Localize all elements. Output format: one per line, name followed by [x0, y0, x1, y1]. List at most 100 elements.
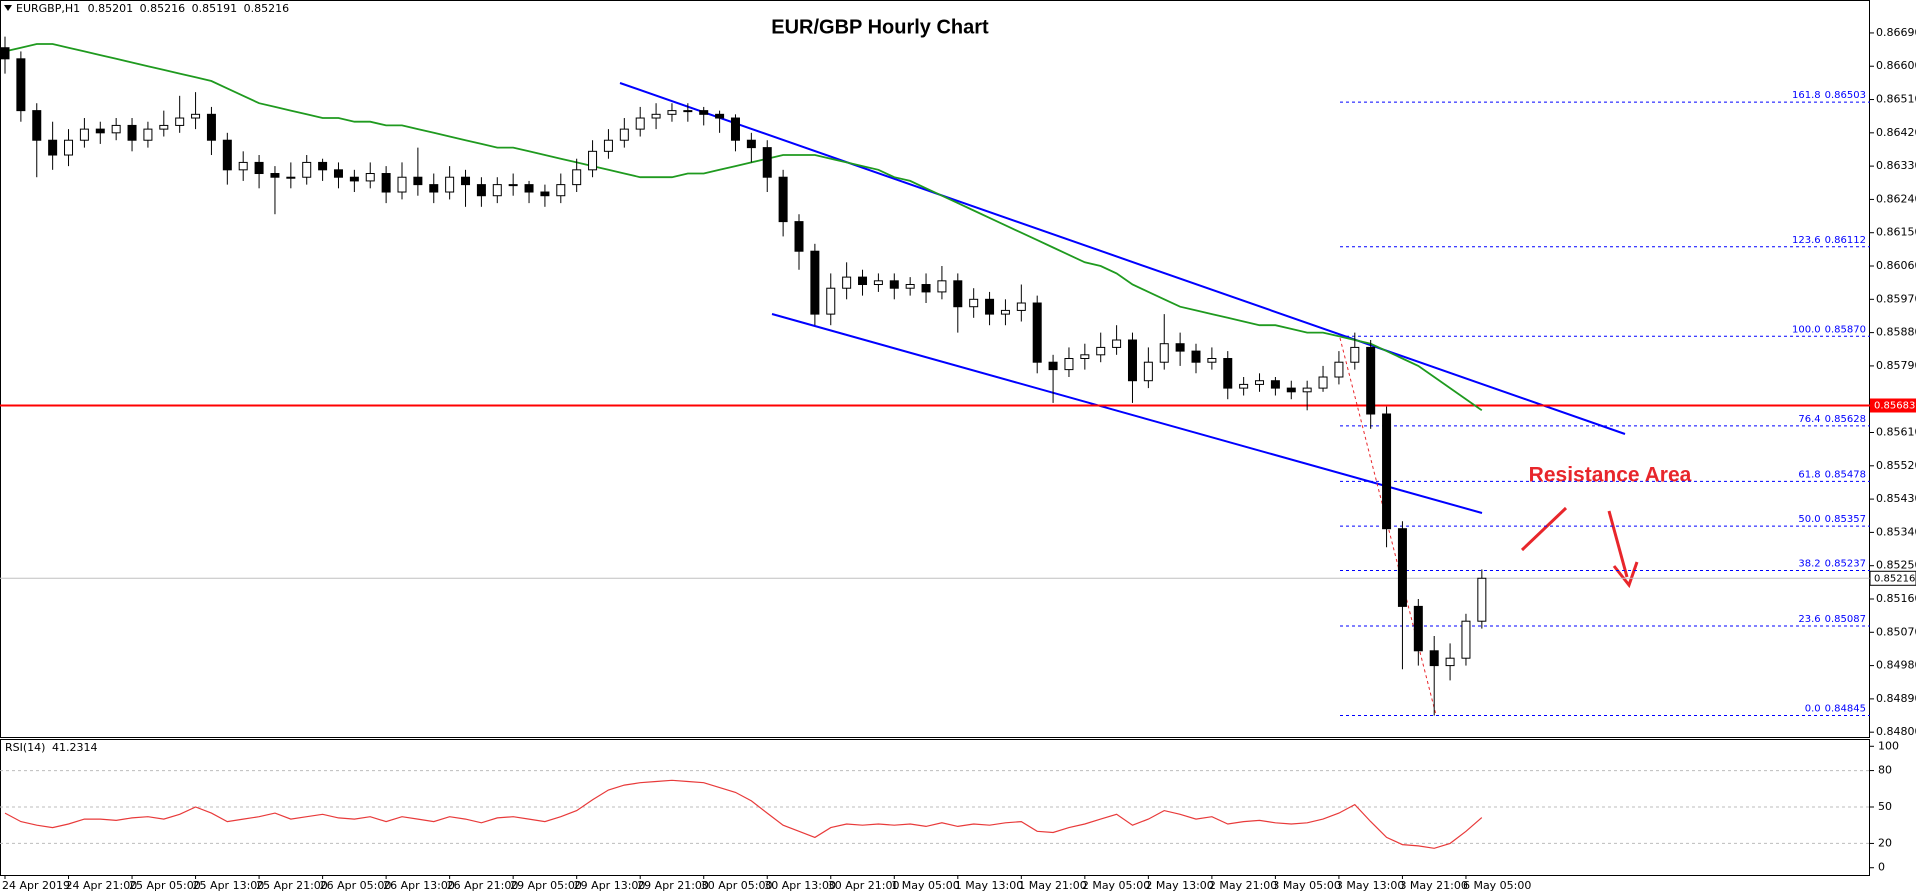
candle-body — [1048, 361, 1058, 371]
candle-body — [0, 47, 10, 60]
y-tick-label: 100 — [1878, 739, 1899, 752]
candle-body — [556, 184, 566, 197]
current-price-bg — [1869, 570, 1916, 586]
candle-body — [1143, 361, 1153, 382]
candle-body — [206, 113, 216, 141]
fib-label: 76.4 0.85628 — [1798, 414, 1866, 425]
x-tick-label: 26 Apr 05:00 — [320, 879, 392, 892]
candle-body — [397, 176, 407, 193]
candle-body — [429, 184, 439, 193]
candle-body — [1239, 383, 1249, 389]
arrow-down — [1607, 510, 1629, 578]
fib-price: 0.86112 — [1825, 235, 1866, 246]
candle-body — [1191, 350, 1201, 363]
menu-icon[interactable] — [4, 5, 12, 11]
support-label-bg — [1870, 398, 1916, 413]
x-tick-label: 24 Apr 2019 — [2, 879, 70, 892]
candle-body — [413, 176, 423, 186]
candle-body — [1318, 376, 1328, 389]
candle-body — [1127, 339, 1137, 382]
high: 0.85216 — [140, 2, 186, 15]
candle-body — [1032, 302, 1042, 363]
candle-body — [619, 128, 629, 141]
candle-body — [1429, 650, 1439, 667]
fib-ratio: 61.8 — [1798, 469, 1820, 480]
x-tick-label: 3 May 13:00 — [1336, 879, 1404, 892]
candle-body — [1096, 346, 1106, 356]
fib-label: 0.0 0.84845 — [1805, 704, 1866, 715]
candle-body — [746, 139, 756, 149]
rsi-frame — [0, 739, 1870, 876]
candle-body — [1461, 620, 1471, 659]
x-tick-label: 25 Apr 05:00 — [129, 879, 201, 892]
candle-body — [1397, 528, 1407, 607]
x-tick-label: 26 Apr 13:00 — [383, 879, 455, 892]
fib-price: 0.85357 — [1825, 514, 1866, 525]
fib-label: 61.8 0.85478 — [1798, 469, 1866, 480]
candle-body — [540, 191, 550, 197]
candle-body — [1016, 302, 1026, 311]
candle-body — [1000, 309, 1010, 315]
y-tick-label: 20 — [1878, 836, 1892, 849]
fib-label: 23.6 0.85087 — [1798, 614, 1866, 625]
candle-body — [778, 176, 788, 223]
fib-price: 0.85628 — [1825, 414, 1866, 425]
x-tick-label: 3 May 21:00 — [1399, 879, 1467, 892]
candle-body — [715, 113, 725, 119]
y-tick-label: 80 — [1878, 764, 1892, 777]
annotation: Resistance Area — [1529, 464, 1692, 487]
candle-body — [794, 221, 804, 252]
x-tick-label: 26 Apr 21:00 — [447, 879, 519, 892]
candle-body — [95, 128, 105, 134]
candle-body — [953, 280, 963, 308]
candle-body — [762, 147, 772, 178]
candle-body — [905, 284, 915, 289]
x-tick-label: 2 May 21:00 — [1209, 879, 1277, 892]
rsi-line — [4, 779, 1483, 849]
fib-price: 0.85870 — [1825, 324, 1866, 335]
fib-ratio: 100.0 — [1792, 324, 1821, 335]
chart-title: EUR/GBP Hourly Chart — [771, 16, 989, 38]
fib-label: 38.2 0.85237 — [1798, 559, 1866, 570]
fib-price: 0.85087 — [1825, 614, 1866, 625]
rsi-value: 41.2314 — [52, 741, 98, 754]
candle-body — [603, 139, 613, 152]
channel-lower — [771, 313, 1483, 514]
candle-body — [143, 128, 153, 141]
candle-body — [318, 161, 328, 171]
x-tick-label: 25 Apr 21:00 — [256, 879, 328, 892]
candle-body — [1207, 358, 1217, 363]
x-tick-label: 24 Apr 21:00 — [66, 879, 138, 892]
candle-body — [810, 250, 820, 315]
candle-body — [651, 113, 661, 119]
candle-body — [222, 139, 232, 171]
open: 0.85201 — [88, 2, 134, 15]
candle-body — [1334, 361, 1344, 378]
x-tick-label: 29 Apr 05:00 — [510, 879, 582, 892]
candle-body — [826, 287, 836, 315]
candle-body — [302, 161, 312, 178]
x-tick-label: 29 Apr 21:00 — [637, 879, 709, 892]
moving-average — [4, 43, 1483, 412]
fib-ratio: 23.6 — [1798, 614, 1820, 625]
candle-body — [286, 176, 296, 179]
candle-body — [349, 176, 359, 182]
fib-ratio: 161.8 — [1792, 90, 1821, 101]
candle-body — [667, 110, 677, 115]
candle-body — [889, 280, 899, 289]
candle-body — [365, 173, 375, 182]
